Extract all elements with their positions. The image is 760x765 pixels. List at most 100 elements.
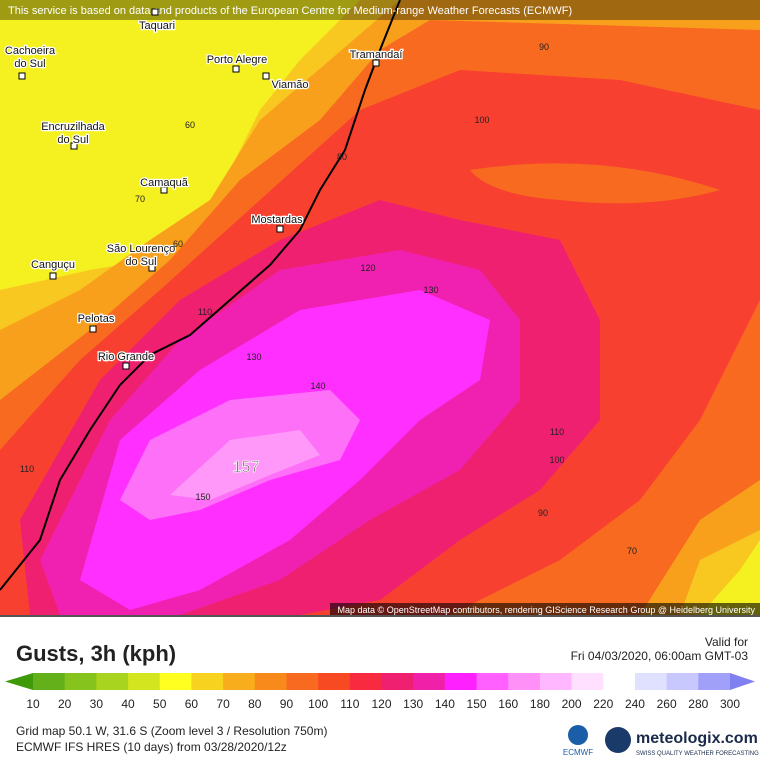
legend-tick-label: 200	[562, 697, 582, 711]
legend-swatch	[286, 673, 319, 690]
legend-tick-label: 300	[720, 697, 740, 711]
city-dot	[148, 264, 156, 272]
contour-label: 100	[474, 115, 489, 125]
attribution: Map data © OpenStreetMap contributors, r…	[338, 605, 756, 615]
city-dot	[89, 325, 97, 333]
legend-swatch	[539, 673, 573, 690]
contour-label: 100	[549, 455, 564, 465]
legend-swatch	[318, 673, 351, 690]
legend-swatch	[603, 673, 636, 690]
legend-swatch	[159, 673, 192, 690]
legend-swatch	[5, 673, 33, 690]
city-label: do Sul	[57, 134, 88, 146]
legend-tick-label: 60	[185, 697, 199, 711]
legend-tick-label: 40	[121, 697, 135, 711]
city-label: Pelotas	[78, 313, 115, 325]
valid-label: Valid for	[705, 635, 748, 649]
legend-tick-label: 70	[216, 697, 230, 711]
legend-swatch	[381, 673, 414, 690]
max-label: 157	[233, 459, 260, 476]
legend-swatch	[634, 673, 668, 690]
notice: This service is based on data and produc…	[8, 5, 572, 17]
brand-icon	[605, 727, 631, 753]
attribution-bar	[330, 603, 760, 615]
contour-label: 150	[195, 492, 210, 502]
legend-swatch	[444, 673, 478, 690]
city-dot	[70, 142, 78, 150]
city-dot	[151, 8, 159, 16]
coastline	[0, 0, 401, 591]
city-label: Tramandaí	[350, 49, 403, 61]
city-label: Camaquã	[140, 177, 189, 189]
title: Gusts, 3h (kph)	[16, 641, 176, 666]
field	[170, 430, 320, 500]
city-dot	[232, 65, 240, 73]
contour-label: 80	[337, 152, 347, 162]
city-label: Porto Alegre	[207, 54, 268, 66]
legend-swatch	[64, 673, 97, 690]
city-label: Rio Grande	[98, 351, 154, 363]
city-dot	[262, 72, 270, 80]
contour-label: 90	[538, 508, 548, 518]
legend-tick-label: 120	[371, 697, 391, 711]
grid-info: Grid map 50.1 W, 31.6 S (Zoom level 3 / …	[16, 724, 327, 738]
legend-swatch	[128, 673, 161, 690]
city-label: Mostardas	[251, 214, 303, 226]
legend-tick-label: 50	[153, 697, 167, 711]
city-label: do Sul	[14, 58, 45, 70]
legend-tick-label: 240	[625, 697, 645, 711]
model-info: ECMWF IFS HRES (10 days) from 03/28/2020…	[16, 740, 287, 754]
contour-label: 120	[360, 263, 375, 273]
contour-label: 90	[539, 42, 549, 52]
legend-tick-label: 220	[593, 697, 613, 711]
city-dot	[372, 59, 380, 67]
legend-swatch	[33, 673, 66, 690]
city-label: Encruzilhada	[41, 121, 105, 133]
ecmwf-icon	[568, 725, 588, 745]
contour-label: 60	[185, 120, 195, 130]
field	[700, 540, 760, 615]
legend-swatch	[730, 673, 755, 690]
city-dot	[49, 272, 57, 280]
valid-time: Fri 04/03/2020, 06:00am GMT-03	[571, 649, 749, 663]
ecmwf-logo: ECMWF	[563, 748, 593, 757]
legend-swatch	[698, 673, 731, 690]
contour-label: 70	[627, 546, 637, 556]
city-dot	[122, 362, 130, 370]
contour-label: 110	[198, 307, 212, 317]
legend-tick-label: 260	[657, 697, 677, 711]
legend-tick-label: 150	[467, 697, 487, 711]
legend-swatch	[508, 673, 541, 690]
legend-swatch	[96, 673, 129, 690]
field	[0, 0, 360, 290]
legend-tick-label: 10	[26, 697, 40, 711]
city-label: Cachoeira	[5, 45, 56, 57]
legend-tick-label: 90	[280, 697, 294, 711]
city-dot	[160, 186, 168, 194]
contour-label: 110	[20, 464, 34, 474]
city-label: São Lourenço	[107, 243, 176, 255]
legend-tick-label: 80	[248, 697, 262, 711]
contour-label: 130	[423, 285, 438, 295]
contour-label: 60	[173, 239, 183, 249]
legend-swatch	[191, 673, 224, 690]
legend-swatch	[349, 673, 382, 690]
legend-swatch	[413, 673, 446, 690]
legend-swatch	[571, 673, 604, 690]
legend-swatch	[223, 673, 256, 690]
legend-swatch	[666, 673, 699, 690]
brand: meteologix.com	[636, 730, 758, 747]
legend-tick-label: 140	[435, 697, 455, 711]
contour-label: 110	[550, 427, 564, 437]
legend-tick-label: 280	[688, 697, 708, 711]
contour-label: 70	[135, 194, 145, 204]
city-label: Viamão	[271, 79, 308, 91]
legend-swatch	[254, 673, 287, 690]
legend-tick-label: 130	[403, 697, 423, 711]
city-label: Canguçu	[31, 259, 75, 271]
field	[470, 163, 720, 204]
legend-tick-label: 110	[340, 697, 359, 711]
legend-tick-label: 100	[308, 697, 328, 711]
map: This service is based on data and produc…	[0, 0, 760, 615]
city-dot	[18, 72, 26, 80]
